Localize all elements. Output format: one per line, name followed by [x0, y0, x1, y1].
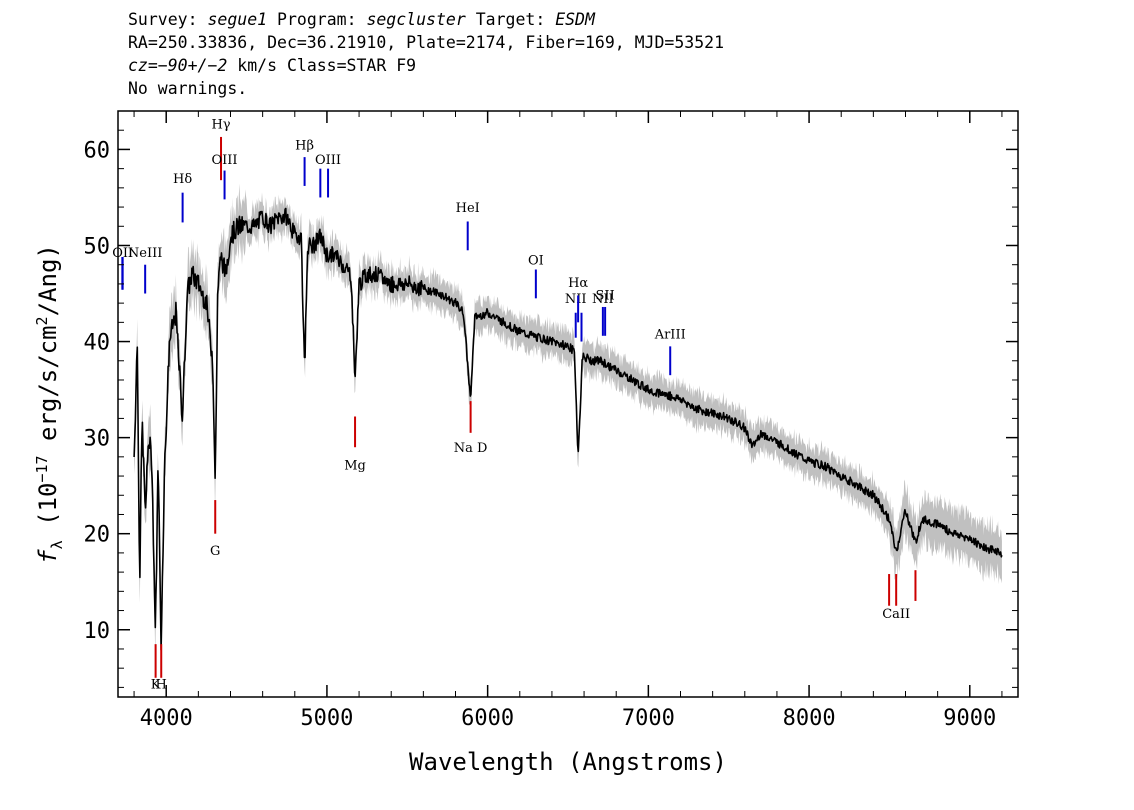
y-tick-label-0: 10: [84, 619, 111, 644]
x-tick-label-4: 8000: [783, 706, 836, 731]
line-label-5: OIII: [212, 153, 238, 168]
y-axis-title: fλ (10−17 erg/s/cm2/Ang): [33, 244, 66, 564]
flux-line-0: [133, 207, 1003, 651]
flux-layer: [133, 207, 1003, 651]
line-label-19: G: [210, 544, 220, 559]
line-marker-layer: OIINeIIIHδHγOIIIHβOIIIHeIOINIIHαNIISIIAr…: [112, 117, 917, 692]
y-title-exp: −17: [33, 455, 51, 482]
x-axis-title: Wavelength (Angstroms): [409, 748, 727, 776]
error-band-layer: [134, 183, 1002, 681]
line-label-21: Na D: [454, 441, 488, 456]
line-label-9: HeI: [456, 201, 480, 216]
plot-frame: [117, 110, 1019, 698]
survey-label: Survey:: [128, 10, 208, 29]
line-label-8: OIII: [315, 153, 341, 168]
line-label-4: Hγ: [211, 117, 230, 132]
y-title-mid: erg/s/cm: [34, 325, 62, 455]
line-label-23: CaII: [882, 607, 910, 622]
survey-value: segue1: [207, 10, 268, 29]
y-tick-label-4: 50: [84, 234, 111, 259]
program-label: Program:: [267, 10, 367, 29]
line-label-10: OI: [528, 254, 544, 269]
line-label-18: H: [156, 677, 167, 692]
class-text: km/s Class=STAR F9: [227, 56, 417, 75]
x-tick-label-5: 9000: [943, 706, 996, 731]
line-label-2: NeIII: [128, 246, 162, 261]
line-label-6: Hβ: [295, 138, 314, 153]
y-tick-label-5: 60: [84, 138, 111, 163]
x-tick-label-2: 6000: [461, 706, 514, 731]
line-label-16: ArIII: [654, 328, 686, 343]
error-band-0: [134, 183, 1002, 681]
y-tick-label-3: 40: [84, 331, 111, 356]
header-line-redshift: cz=−90+/−2 km/s Class=STAR F9: [128, 54, 724, 77]
target-value: ESDM: [555, 10, 595, 29]
y-title-f: f: [34, 549, 62, 564]
header-line-coordinates: RA=250.33836, Dec=36.21910, Plate=2174, …: [128, 33, 725, 52]
header-line-survey: Survey: segue1 Program: segcluster Targe…: [128, 8, 724, 31]
y-tick-label-2: 30: [84, 427, 111, 452]
y-title-exp2: 2: [33, 316, 51, 325]
x-tick-label-0: 4000: [140, 706, 193, 731]
y-title-post: /Ang): [34, 244, 62, 316]
y-title-sub: λ: [48, 540, 66, 549]
line-label-17: K: [151, 677, 161, 692]
line-label-20: Mg: [344, 458, 366, 473]
y-tick-label-1: 20: [84, 523, 111, 548]
target-label: Target:: [465, 10, 556, 29]
tick-layer: 4000 5000 6000 7000 8000 9000 10 20 30 40 50 60: [84, 110, 1018, 731]
cz-value: cz=−90+/−2: [128, 56, 228, 75]
line-label-15: SII: [596, 288, 615, 303]
header-line-warnings: No warnings.: [128, 79, 248, 98]
x-tick-label-1: 5000: [300, 706, 353, 731]
y-title-pre: (10: [34, 483, 62, 541]
spectrum-header: Survey: segue1 Program: segcluster Targe…: [128, 8, 724, 100]
program-value: segcluster: [366, 10, 466, 29]
line-label-11: NII: [565, 292, 587, 307]
line-label-12: Hα: [568, 276, 588, 291]
line-label-14: NII: [592, 292, 614, 307]
line-label-3: Hδ: [173, 172, 192, 187]
x-tick-label-3: 7000: [622, 706, 675, 731]
